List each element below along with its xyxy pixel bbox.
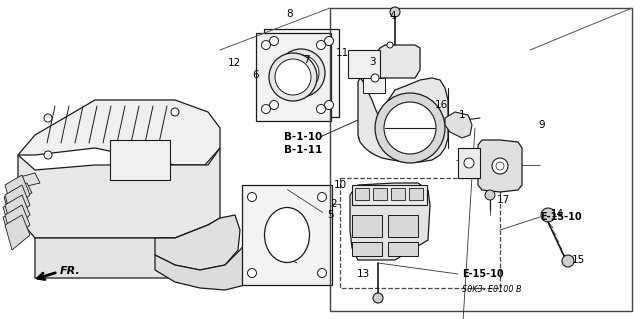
Polygon shape	[18, 148, 220, 238]
Text: 6: 6	[253, 70, 259, 80]
Circle shape	[277, 49, 325, 97]
Text: 5: 5	[326, 210, 333, 220]
Polygon shape	[20, 173, 40, 187]
Bar	[256, 33, 331, 121]
Circle shape	[248, 192, 257, 202]
Bar	[388, 215, 418, 237]
Polygon shape	[155, 215, 240, 270]
Polygon shape	[155, 238, 258, 290]
Text: 2: 2	[331, 199, 337, 209]
Text: 12: 12	[227, 58, 241, 68]
Polygon shape	[5, 195, 30, 230]
Circle shape	[283, 55, 319, 91]
Circle shape	[269, 100, 278, 109]
Bar	[352, 242, 382, 256]
Circle shape	[324, 36, 333, 46]
Text: 13: 13	[356, 269, 370, 279]
Text: 8: 8	[287, 9, 293, 19]
Text: 1: 1	[459, 110, 465, 120]
Circle shape	[387, 42, 393, 48]
Polygon shape	[18, 100, 220, 165]
Polygon shape	[5, 185, 30, 220]
Circle shape	[541, 208, 555, 222]
Polygon shape	[445, 112, 472, 138]
Polygon shape	[478, 140, 522, 192]
Circle shape	[371, 74, 379, 82]
Circle shape	[375, 93, 445, 163]
Polygon shape	[350, 183, 430, 260]
Circle shape	[384, 102, 436, 154]
Bar	[388, 242, 418, 256]
Bar	[352, 215, 382, 237]
Text: B-1-10: B-1-10	[284, 132, 322, 142]
Circle shape	[171, 108, 179, 116]
Circle shape	[44, 114, 52, 122]
Circle shape	[317, 192, 326, 202]
Text: 4: 4	[390, 11, 396, 21]
Polygon shape	[3, 203, 23, 217]
Polygon shape	[4, 193, 24, 207]
Bar	[355, 188, 369, 200]
Circle shape	[275, 59, 311, 95]
Bar	[409, 188, 423, 200]
Bar	[391, 188, 405, 200]
Circle shape	[373, 293, 383, 303]
Circle shape	[390, 7, 400, 17]
Text: S0K3- E0100 B: S0K3- E0100 B	[462, 286, 522, 294]
Circle shape	[464, 158, 474, 168]
Ellipse shape	[264, 207, 310, 263]
Circle shape	[269, 53, 317, 101]
Polygon shape	[5, 215, 30, 250]
Circle shape	[317, 105, 326, 114]
Text: 17: 17	[497, 195, 509, 205]
Circle shape	[262, 105, 271, 114]
Bar	[373, 188, 387, 200]
Bar	[110, 140, 170, 180]
Text: 9: 9	[539, 120, 545, 130]
Text: 3: 3	[369, 57, 375, 67]
Text: 7: 7	[303, 55, 309, 65]
Circle shape	[317, 41, 326, 49]
Polygon shape	[35, 225, 208, 278]
Circle shape	[492, 158, 508, 174]
Bar	[458, 148, 480, 178]
Text: 16: 16	[435, 100, 447, 110]
Polygon shape	[3, 213, 23, 227]
Bar	[363, 78, 385, 93]
Text: B-1-11: B-1-11	[284, 145, 322, 155]
Text: E-15-10: E-15-10	[540, 212, 582, 222]
Bar	[264, 29, 339, 117]
Text: 11: 11	[335, 48, 349, 58]
Circle shape	[262, 41, 271, 49]
Bar	[330, 8, 632, 311]
Polygon shape	[5, 175, 30, 210]
Polygon shape	[12, 183, 32, 197]
Bar	[340, 178, 500, 288]
Bar	[352, 185, 427, 205]
Circle shape	[324, 100, 333, 109]
Circle shape	[485, 190, 495, 200]
Text: FR.: FR.	[60, 266, 81, 276]
Text: E-15-10: E-15-10	[462, 269, 504, 279]
Circle shape	[44, 151, 52, 159]
Polygon shape	[358, 78, 448, 162]
Text: 14: 14	[550, 209, 564, 219]
Bar	[348, 50, 380, 78]
Polygon shape	[5, 205, 30, 240]
Circle shape	[269, 36, 278, 46]
Text: 15: 15	[572, 255, 584, 265]
Text: 10: 10	[333, 180, 347, 190]
Circle shape	[248, 269, 257, 278]
Circle shape	[496, 162, 504, 170]
Circle shape	[562, 255, 574, 267]
Polygon shape	[375, 45, 420, 78]
Circle shape	[317, 269, 326, 278]
Bar	[242, 185, 332, 285]
